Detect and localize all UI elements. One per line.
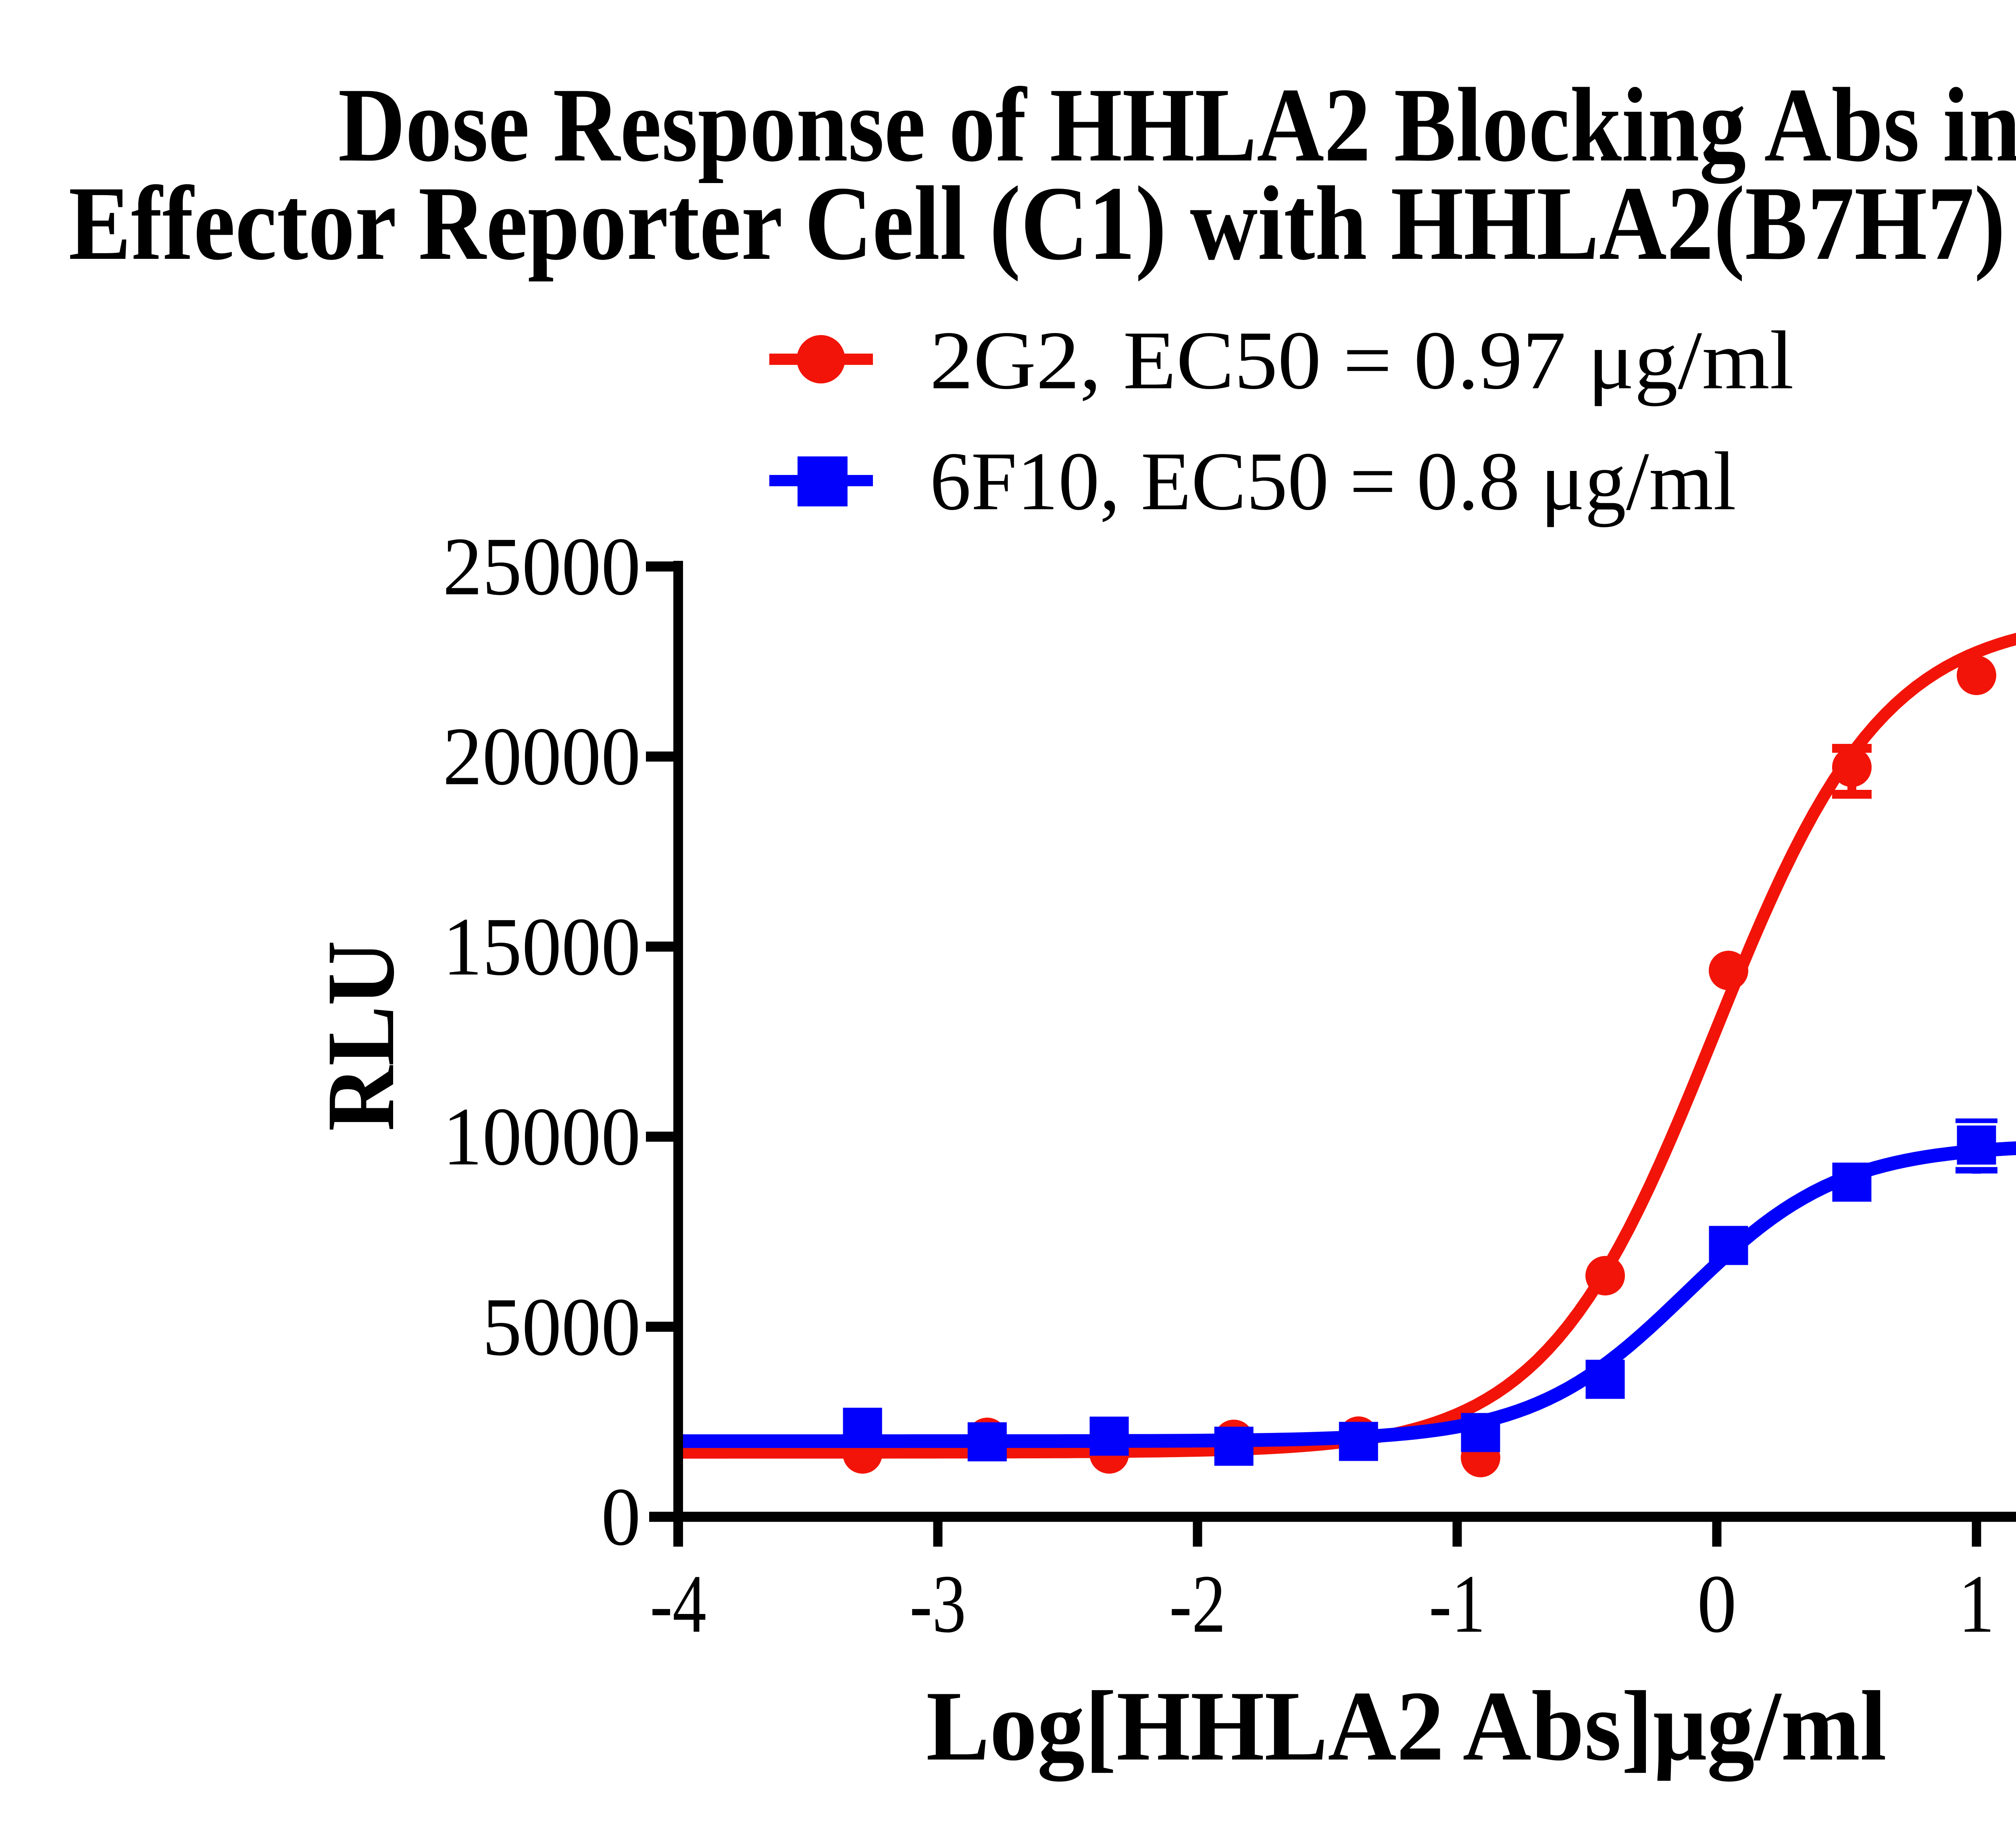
svg-text:-4: -4 bbox=[650, 1558, 706, 1650]
svg-text:20000: 20000 bbox=[443, 710, 641, 802]
svg-text:RLU: RLU bbox=[307, 941, 414, 1131]
svg-text:Log[HHLA2 Abs]μg/ml: Log[HHLA2 Abs]μg/ml bbox=[926, 1670, 1887, 1782]
svg-text:1: 1 bbox=[1958, 1558, 1995, 1650]
svg-text:-2: -2 bbox=[1169, 1558, 1226, 1650]
svg-text:0: 0 bbox=[601, 1470, 641, 1563]
svg-text:15000: 15000 bbox=[443, 900, 641, 993]
svg-text:25000: 25000 bbox=[443, 520, 641, 612]
svg-text:5000: 5000 bbox=[482, 1281, 641, 1373]
svg-text:10000: 10000 bbox=[443, 1090, 641, 1183]
svg-text:Dose Response of HHLA2 Blockin: Dose Response of HHLA2 Blocking Abs in K… bbox=[338, 66, 2016, 185]
svg-text:Effector Reporter Cell (C1) wi: Effector Reporter Cell (C1) with HHLA2(B… bbox=[69, 165, 2016, 282]
svg-text:2G2, EC50 = 0.97 μg/ml: 2G2, EC50 = 0.97 μg/ml bbox=[930, 314, 1794, 406]
svg-text:-1: -1 bbox=[1429, 1558, 1485, 1650]
svg-text:6F10, EC50 = 0.8 μg/ml: 6F10, EC50 = 0.8 μg/ml bbox=[930, 435, 1736, 527]
svg-text:0: 0 bbox=[1697, 1558, 1737, 1650]
svg-text:-3: -3 bbox=[910, 1558, 966, 1650]
